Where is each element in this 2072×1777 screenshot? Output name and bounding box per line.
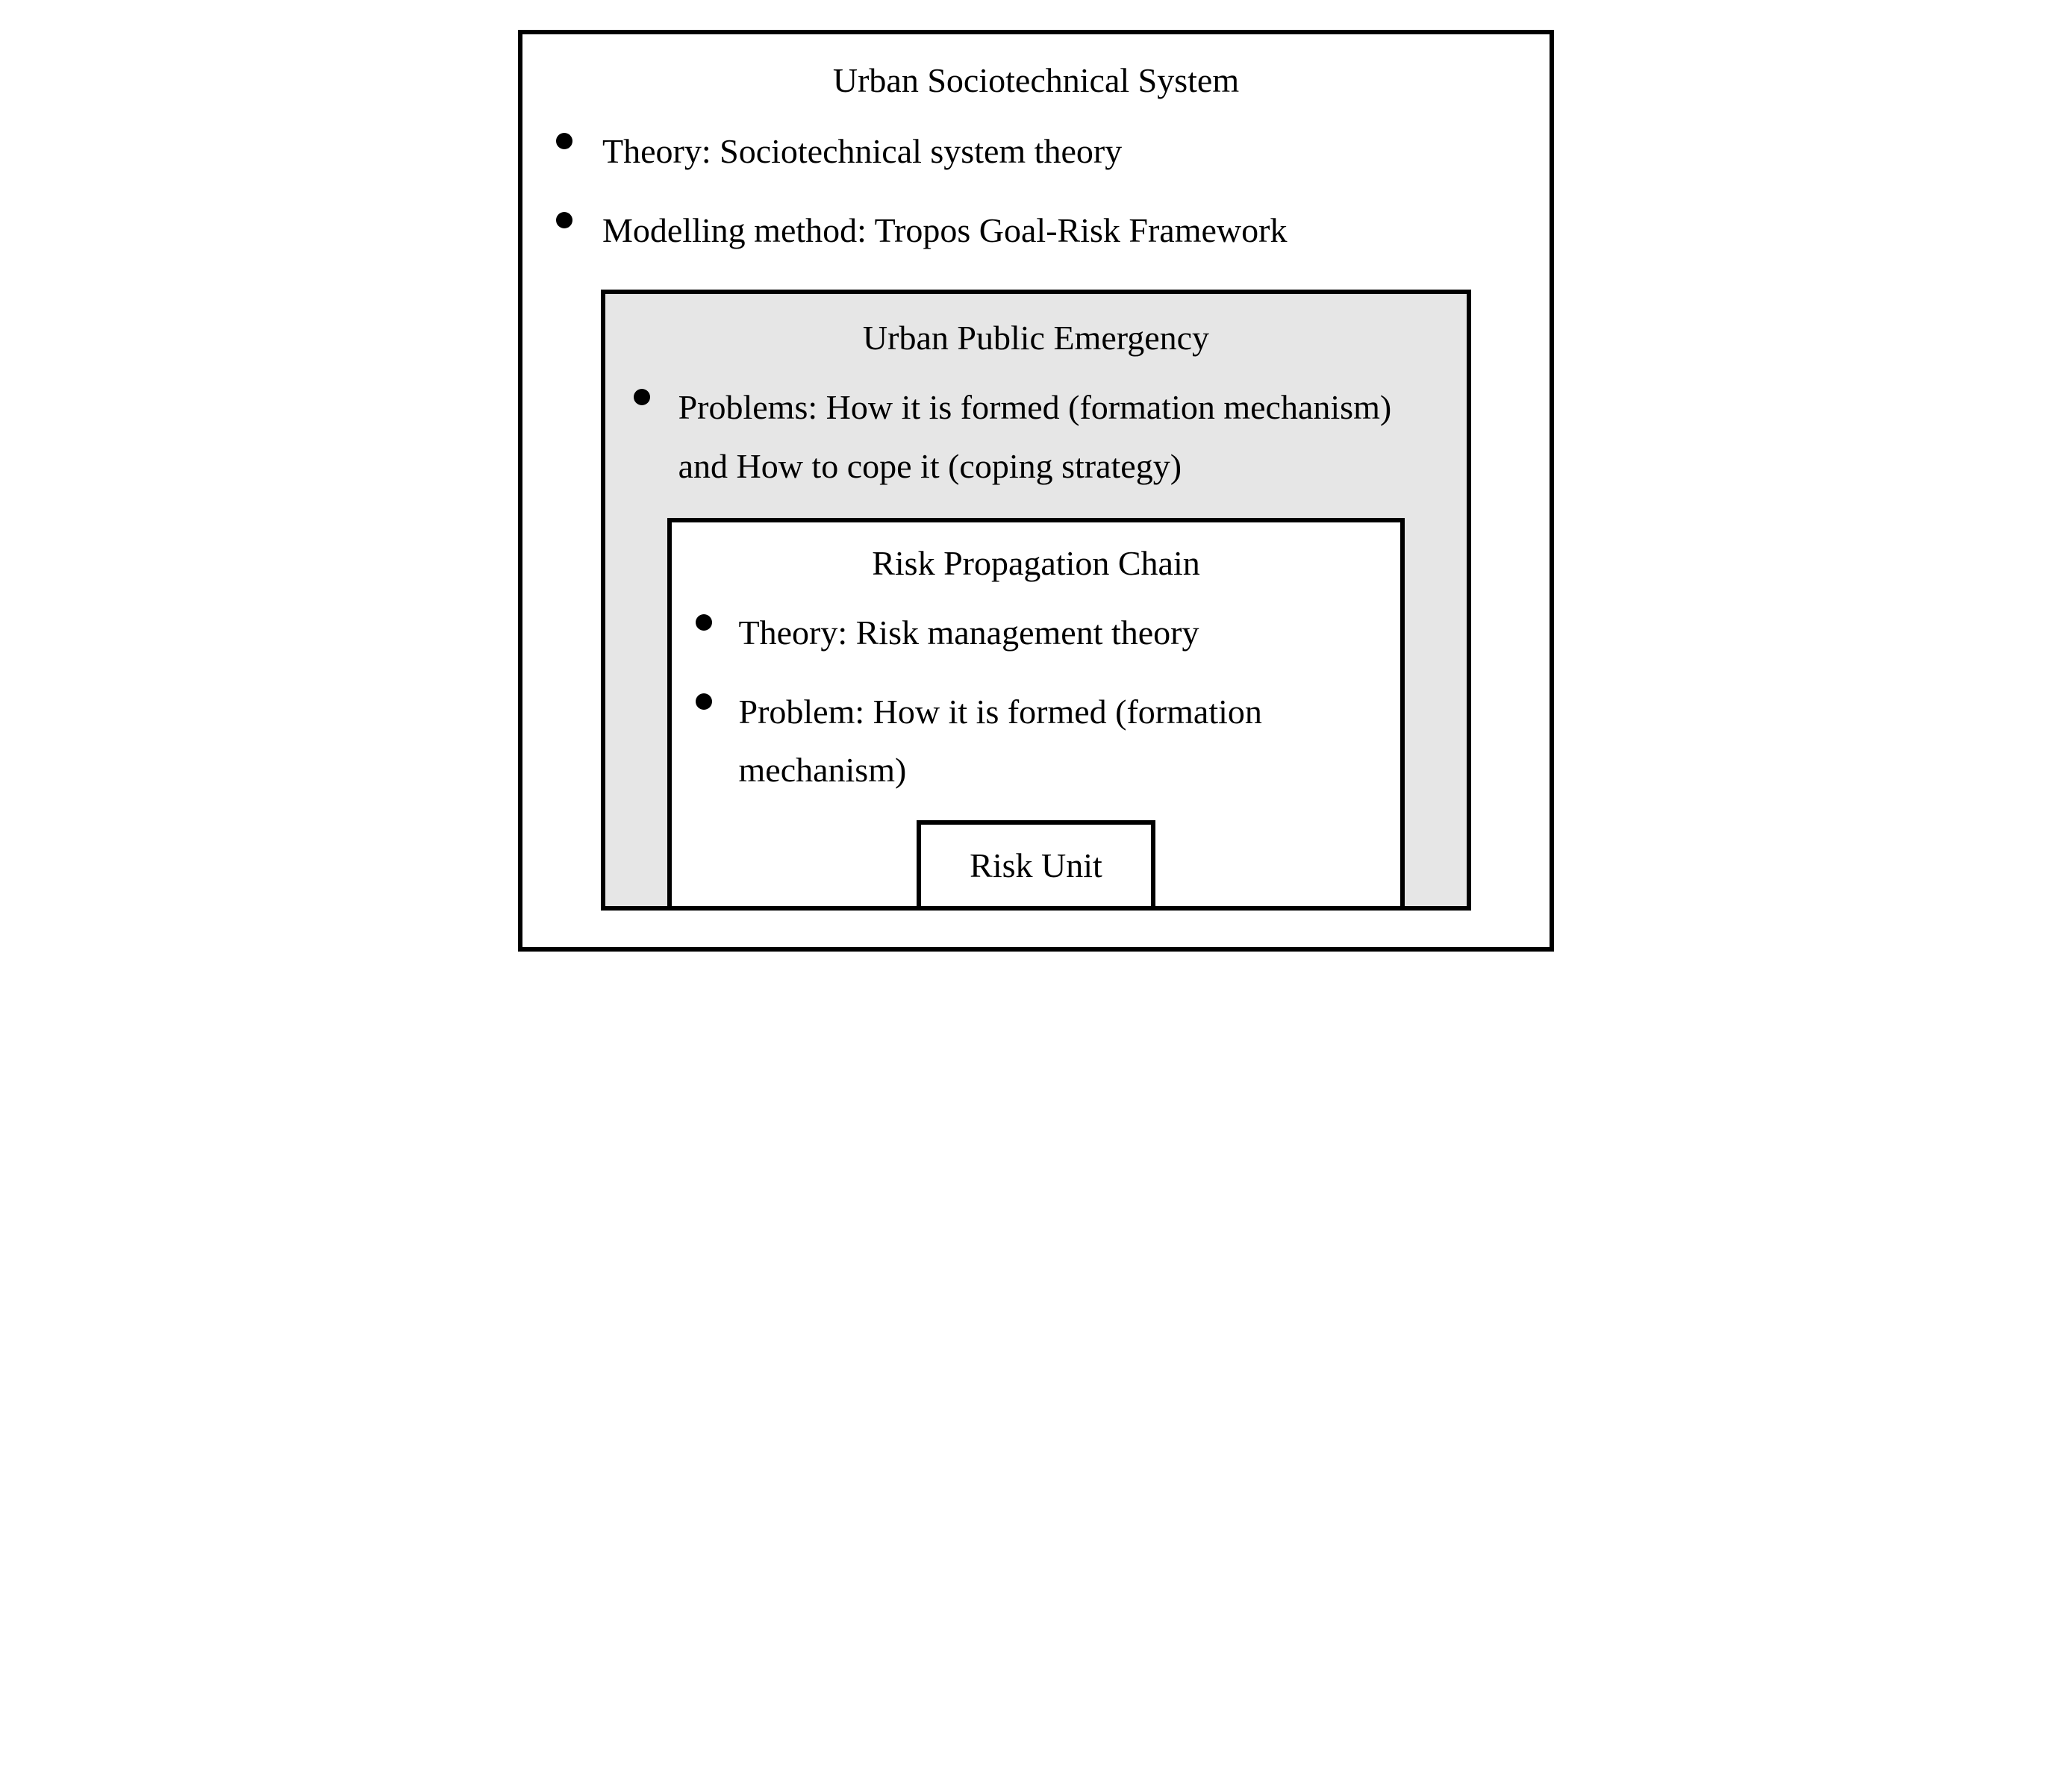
innermost-box: Risk Unit <box>917 820 1155 911</box>
inner-box: Risk Propagation Chain Theory: Risk mana… <box>667 518 1405 911</box>
inner-title: Risk Propagation Chain <box>688 543 1385 583</box>
outer-bullet-text-1: Theory: Sociotechnical system theory <box>602 122 1122 181</box>
inner-bullet-item-1: Theory: Risk management theory <box>688 604 1385 662</box>
outer-bullet-item-1: Theory: Sociotechnical system theory <box>541 122 1531 181</box>
middle-bullet-item-1: Problems: How it is formed (formation me… <box>626 378 1447 495</box>
innermost-label: Risk Unit <box>929 846 1143 885</box>
middle-title: Urban Public Emergency <box>626 318 1447 357</box>
outer-box: Urban Sociotechnical System Theory: Soci… <box>518 30 1554 952</box>
outer-title: Urban Sociotechnical System <box>541 60 1531 100</box>
outer-bullet-item-2: Modelling method: Tropos Goal-Risk Frame… <box>541 202 1531 260</box>
middle-bullet-text-1: Problems: How it is formed (formation me… <box>678 378 1447 495</box>
bullet-icon <box>556 212 572 228</box>
inner-bullet-text-2: Problem: How it is formed (formation mec… <box>739 683 1385 799</box>
bullet-icon <box>696 614 712 631</box>
bullet-icon <box>634 389 650 405</box>
middle-box: Urban Public Emergency Problems: How it … <box>601 290 1472 911</box>
bullet-icon <box>696 693 712 710</box>
inner-bullet-item-2: Problem: How it is formed (formation mec… <box>688 683 1385 799</box>
inner-bullet-text-1: Theory: Risk management theory <box>739 604 1199 662</box>
bullet-icon <box>556 133 572 149</box>
outer-bullet-text-2: Modelling method: Tropos Goal-Risk Frame… <box>602 202 1287 260</box>
